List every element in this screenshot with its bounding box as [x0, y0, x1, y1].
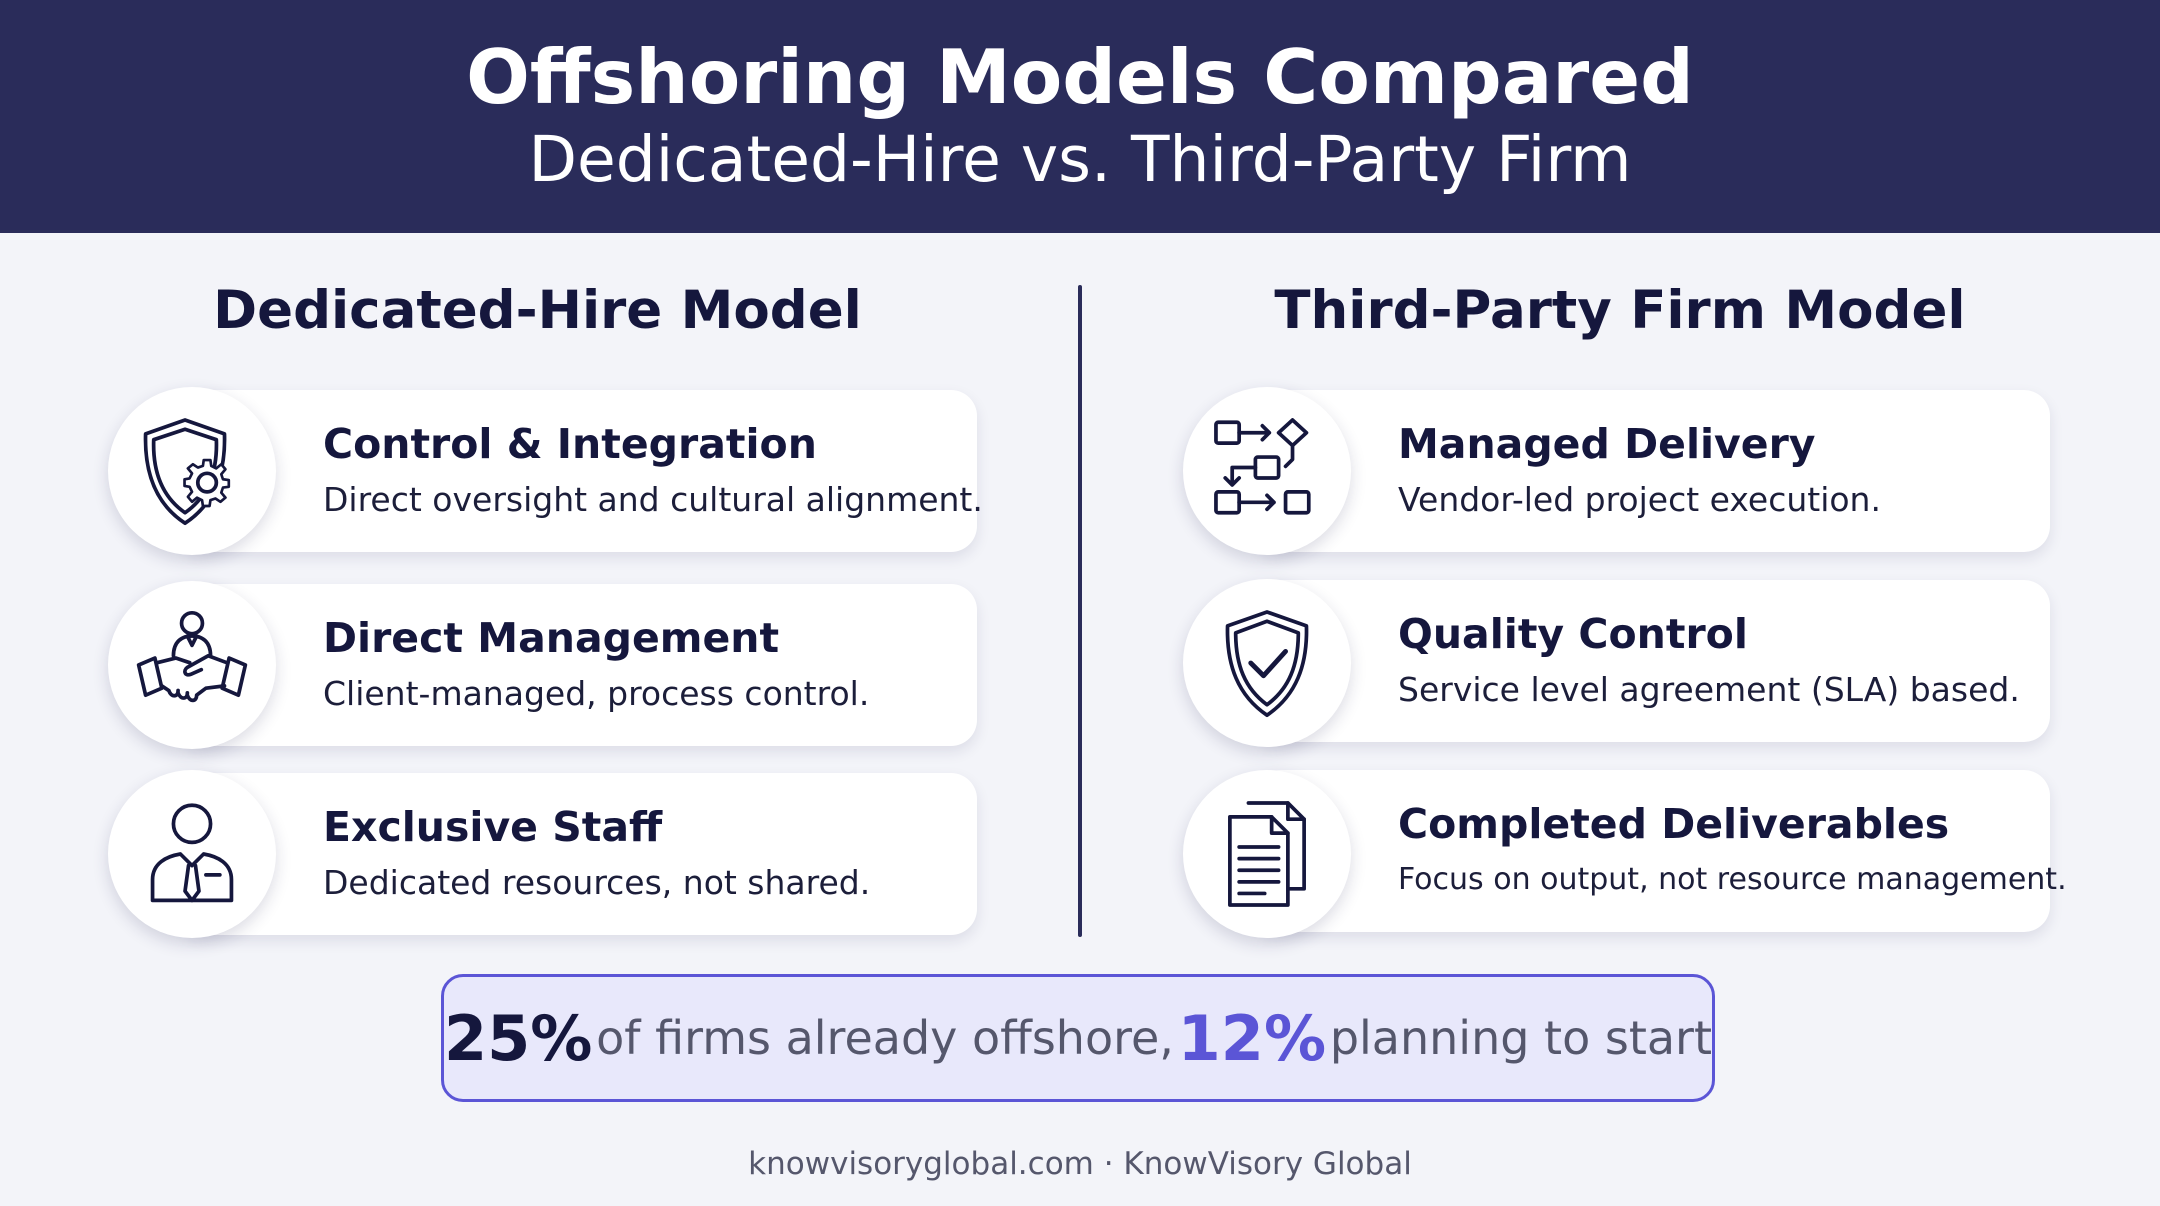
- card-title: Completed Deliverables: [1398, 800, 1950, 848]
- left-column-heading: Dedicated-Hire Model: [213, 280, 862, 341]
- footer-credit: knowvisoryglobal.com · KnowVisory Global: [748, 1146, 1412, 1182]
- page-title: Offshoring Models Compared: [466, 33, 1694, 121]
- shield-gear-icon: [108, 387, 276, 555]
- card-title: Exclusive Staff: [323, 803, 663, 851]
- stat-text-planning: planning to start: [1329, 1011, 1713, 1065]
- right-column-heading: Third-Party Firm Model: [1274, 280, 1966, 341]
- column-divider: [1078, 285, 1082, 937]
- page-subtitle: Dedicated-Hire vs. Third-Party Firm: [528, 123, 1632, 196]
- card-title: Quality Control: [1398, 610, 1748, 658]
- card-description: Direct oversight and cultural alignment.: [323, 480, 983, 519]
- card-exclusive-staff: Exclusive Staff Dedicated resources, not…: [180, 773, 977, 935]
- documents-icon: [1183, 770, 1351, 938]
- card-description: Dedicated resources, not shared.: [323, 863, 871, 902]
- card-quality-control: Quality Control Service level agreement …: [1255, 580, 2050, 742]
- card-title: Control & Integration: [323, 420, 817, 468]
- manager-handshake-icon: [108, 581, 276, 749]
- card-title: Direct Management: [323, 614, 780, 662]
- card-description: Service level agreement (SLA) based.: [1398, 670, 2020, 709]
- stat-text-offshore: of firms already offshore,: [596, 1011, 1174, 1065]
- header-banner: Offshoring Models Compared Dedicated-Hir…: [0, 0, 2160, 233]
- card-direct-management: Direct Management Client-managed, proces…: [180, 584, 977, 746]
- card-description: Client-managed, process control.: [323, 674, 870, 713]
- shield-check-icon: [1183, 579, 1351, 747]
- card-control-integration: Control & Integration Direct oversight a…: [180, 390, 983, 552]
- card-completed-deliverables: Completed Deliverables Focus on output, …: [1255, 770, 2067, 932]
- card-description: Focus on output, not resource management…: [1398, 862, 2067, 897]
- card-title: Managed Delivery: [1398, 420, 1816, 468]
- statistic-banner: 25% of firms already offshore, 12% plann…: [441, 974, 1715, 1102]
- card-managed-delivery: Managed Delivery Vendor-led project exec…: [1255, 390, 2050, 552]
- stat-value-offshore: 25%: [444, 1001, 593, 1075]
- stat-value-planning: 12%: [1177, 1001, 1327, 1075]
- card-description: Vendor-led project execution.: [1398, 480, 1881, 519]
- workflow-icon: [1183, 387, 1351, 555]
- employee-icon: [108, 770, 276, 938]
